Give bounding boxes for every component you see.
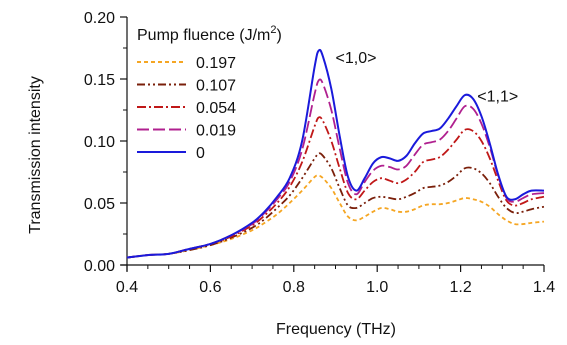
legend: Pump fluence (J/m2) 0.197 0.107 0.054 0.019 0 — [137, 24, 282, 162]
peak-annotation: <1,1> — [477, 88, 518, 105]
legend-label: 0.197 — [196, 55, 236, 72]
y-tick-label: 0.20 — [84, 10, 115, 27]
ticks: 0.4 0.6 0.8 1.0 1.2 1.4 0.00 0.05 0.10 0.15 0.20 — [84, 10, 555, 296]
series-layer — [126, 48, 545, 259]
series-line-0-019 — [126, 78, 545, 259]
axes — [121, 17, 544, 271]
y-tick-label: 0.10 — [84, 134, 115, 151]
legend-label: 0.107 — [196, 78, 236, 95]
series-line-0-107 — [126, 152, 545, 259]
series-line-0 — [126, 48, 545, 259]
x-axis-title: Frequency (THz) — [276, 321, 396, 338]
peak-annotation: <1,0> — [336, 50, 377, 67]
annotations: <1,0> <1,1> — [336, 50, 519, 105]
y-axis-title: Transmission intensity — [27, 76, 44, 234]
legend-label: 0.019 — [196, 123, 236, 140]
series-line-0-197 — [126, 174, 545, 259]
y-tick-label: 0.00 — [84, 258, 115, 275]
x-tick-label: 0.8 — [283, 279, 305, 296]
x-tick-label: 1.4 — [533, 279, 555, 296]
y-tick-label: 0.05 — [84, 196, 115, 213]
x-tick-label: 1.2 — [449, 279, 471, 296]
series-line-0-054 — [126, 116, 545, 259]
x-tick-label: 0.4 — [116, 279, 138, 296]
legend-label: 0.054 — [196, 100, 236, 117]
y-tick-label: 0.15 — [84, 72, 115, 89]
legend-label: 0 — [196, 145, 205, 162]
x-tick-label: 1.0 — [366, 279, 388, 296]
x-tick-label: 0.6 — [199, 279, 221, 296]
legend-title: Pump fluence (J/m2) — [137, 24, 282, 44]
